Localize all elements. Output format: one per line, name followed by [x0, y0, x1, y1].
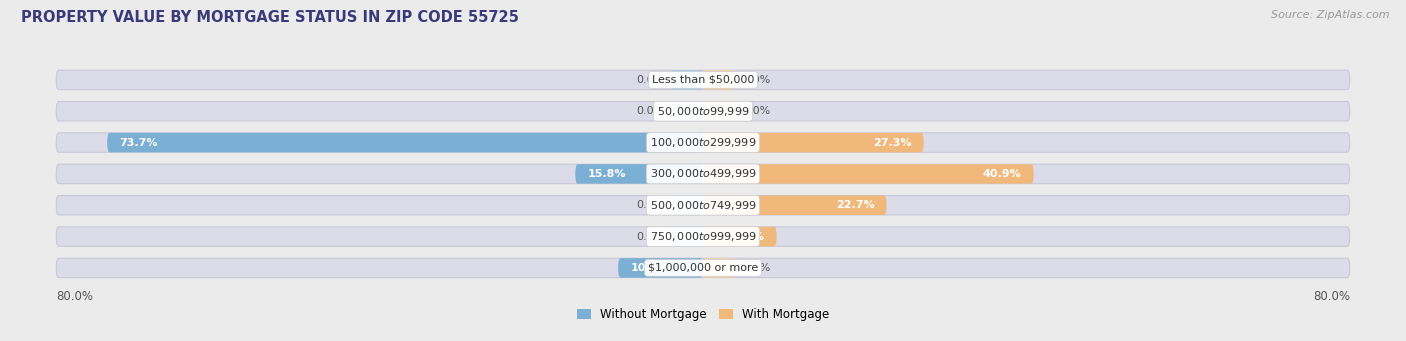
FancyBboxPatch shape: [619, 258, 703, 278]
Text: $1,000,000 or more: $1,000,000 or more: [648, 263, 758, 273]
Text: Source: ZipAtlas.com: Source: ZipAtlas.com: [1271, 10, 1389, 20]
Text: 9.1%: 9.1%: [734, 232, 765, 241]
Text: 80.0%: 80.0%: [56, 291, 93, 303]
Text: $500,000 to $749,999: $500,000 to $749,999: [650, 199, 756, 212]
Legend: Without Mortgage, With Mortgage: Without Mortgage, With Mortgage: [572, 303, 834, 326]
Text: 22.7%: 22.7%: [835, 200, 875, 210]
FancyBboxPatch shape: [56, 102, 1350, 121]
Text: 73.7%: 73.7%: [120, 137, 157, 148]
FancyBboxPatch shape: [703, 102, 735, 121]
FancyBboxPatch shape: [56, 227, 1350, 246]
FancyBboxPatch shape: [56, 195, 1350, 215]
Text: 40.9%: 40.9%: [983, 169, 1022, 179]
FancyBboxPatch shape: [703, 70, 735, 90]
FancyBboxPatch shape: [671, 102, 703, 121]
FancyBboxPatch shape: [703, 227, 776, 246]
FancyBboxPatch shape: [671, 195, 703, 215]
Text: $100,000 to $299,999: $100,000 to $299,999: [650, 136, 756, 149]
FancyBboxPatch shape: [671, 227, 703, 246]
FancyBboxPatch shape: [703, 133, 924, 152]
FancyBboxPatch shape: [56, 258, 1350, 278]
Text: 27.3%: 27.3%: [873, 137, 911, 148]
Text: 0.0%: 0.0%: [636, 200, 664, 210]
Text: $50,000 to $99,999: $50,000 to $99,999: [657, 105, 749, 118]
FancyBboxPatch shape: [671, 70, 703, 90]
Text: $300,000 to $499,999: $300,000 to $499,999: [650, 167, 756, 180]
FancyBboxPatch shape: [56, 133, 1350, 152]
Text: 0.0%: 0.0%: [636, 75, 664, 85]
Text: $750,000 to $999,999: $750,000 to $999,999: [650, 230, 756, 243]
FancyBboxPatch shape: [107, 133, 703, 152]
Text: 0.0%: 0.0%: [742, 106, 770, 116]
FancyBboxPatch shape: [703, 258, 735, 278]
Text: 0.0%: 0.0%: [742, 263, 770, 273]
FancyBboxPatch shape: [56, 164, 1350, 183]
FancyBboxPatch shape: [703, 195, 887, 215]
FancyBboxPatch shape: [56, 70, 1350, 90]
Text: 0.0%: 0.0%: [636, 232, 664, 241]
Text: 10.5%: 10.5%: [630, 263, 669, 273]
FancyBboxPatch shape: [703, 164, 1033, 183]
Text: 80.0%: 80.0%: [1313, 291, 1350, 303]
Text: 15.8%: 15.8%: [588, 169, 626, 179]
Text: Less than $50,000: Less than $50,000: [652, 75, 754, 85]
FancyBboxPatch shape: [575, 164, 703, 183]
Text: 0.0%: 0.0%: [636, 106, 664, 116]
Text: PROPERTY VALUE BY MORTGAGE STATUS IN ZIP CODE 55725: PROPERTY VALUE BY MORTGAGE STATUS IN ZIP…: [21, 10, 519, 25]
Text: 0.0%: 0.0%: [742, 75, 770, 85]
